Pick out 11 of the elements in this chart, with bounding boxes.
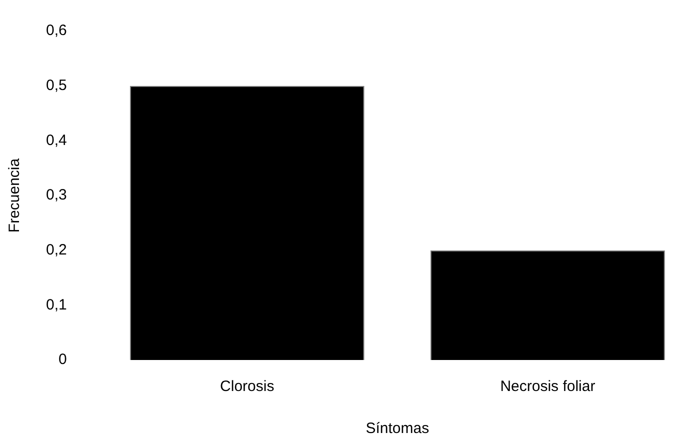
x-axis-title: Síntomas: [366, 420, 430, 438]
y-tick-label: 0,1: [46, 296, 67, 314]
x-tick-label: Necrosis foliar: [500, 378, 596, 396]
y-tick-label: 0,3: [46, 186, 67, 204]
y-axis-title: Frecuencia: [6, 158, 24, 233]
y-tick-label: 0,4: [46, 132, 67, 149]
x-tick-label: Clorosis: [220, 378, 274, 396]
y-tick-label: 0,6: [46, 22, 67, 40]
y-tick-label: 0,2: [46, 241, 67, 258]
y-tick-label: 0: [58, 351, 67, 368]
y-tick-label: 0,5: [46, 76, 67, 94]
